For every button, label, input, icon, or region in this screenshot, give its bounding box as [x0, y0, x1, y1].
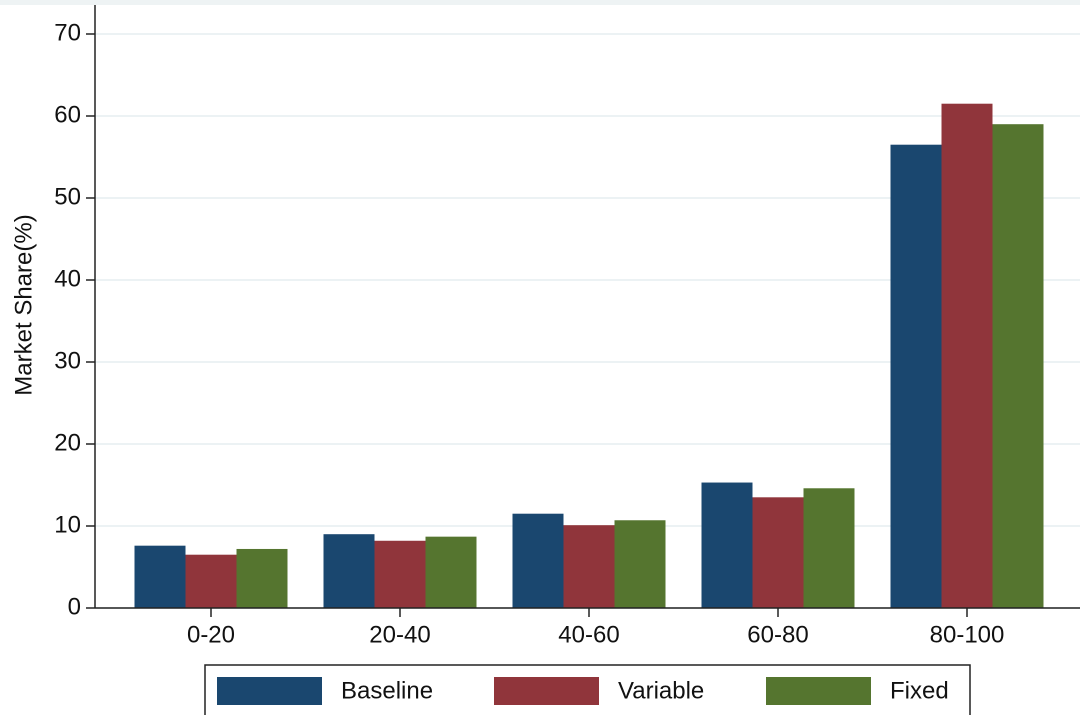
- y-axis-label: Market Share(%): [10, 214, 37, 395]
- bar: [323, 534, 375, 608]
- bar: [374, 540, 426, 608]
- y-tick-label: 50: [54, 183, 81, 210]
- x-tick-label: 80-100: [930, 621, 1005, 648]
- bar: [992, 124, 1044, 608]
- bar: [236, 548, 288, 608]
- bar: [563, 525, 615, 608]
- legend-label: Baseline: [341, 677, 433, 704]
- legend-label: Variable: [618, 677, 704, 704]
- x-tick-label: 0-20: [187, 621, 235, 648]
- bar: [425, 536, 477, 608]
- x-tick-label: 40-60: [558, 621, 619, 648]
- y-tick-label: 10: [54, 511, 81, 538]
- legend-swatch: [494, 677, 599, 705]
- legend-swatch: [766, 677, 871, 705]
- bar: [752, 497, 804, 608]
- legend-swatch: [217, 677, 322, 705]
- y-tick-label: 0: [68, 593, 81, 620]
- bar: [701, 482, 753, 608]
- frame-top: [0, 0, 1080, 5]
- bar: [941, 103, 993, 608]
- bar: [614, 520, 666, 608]
- bar: [890, 144, 942, 608]
- y-tick-label: 30: [54, 347, 81, 374]
- bar: [134, 545, 186, 608]
- y-tick-label: 70: [54, 19, 81, 46]
- x-tick-label: 20-40: [369, 621, 430, 648]
- x-tick-label: 60-80: [747, 621, 808, 648]
- y-tick-label: 60: [54, 101, 81, 128]
- bar: [512, 513, 564, 608]
- y-tick-label: 20: [54, 429, 81, 456]
- y-tick-label: 40: [54, 265, 81, 292]
- bar: [185, 554, 237, 608]
- legend-label: Fixed: [890, 677, 949, 704]
- bar: [803, 488, 855, 608]
